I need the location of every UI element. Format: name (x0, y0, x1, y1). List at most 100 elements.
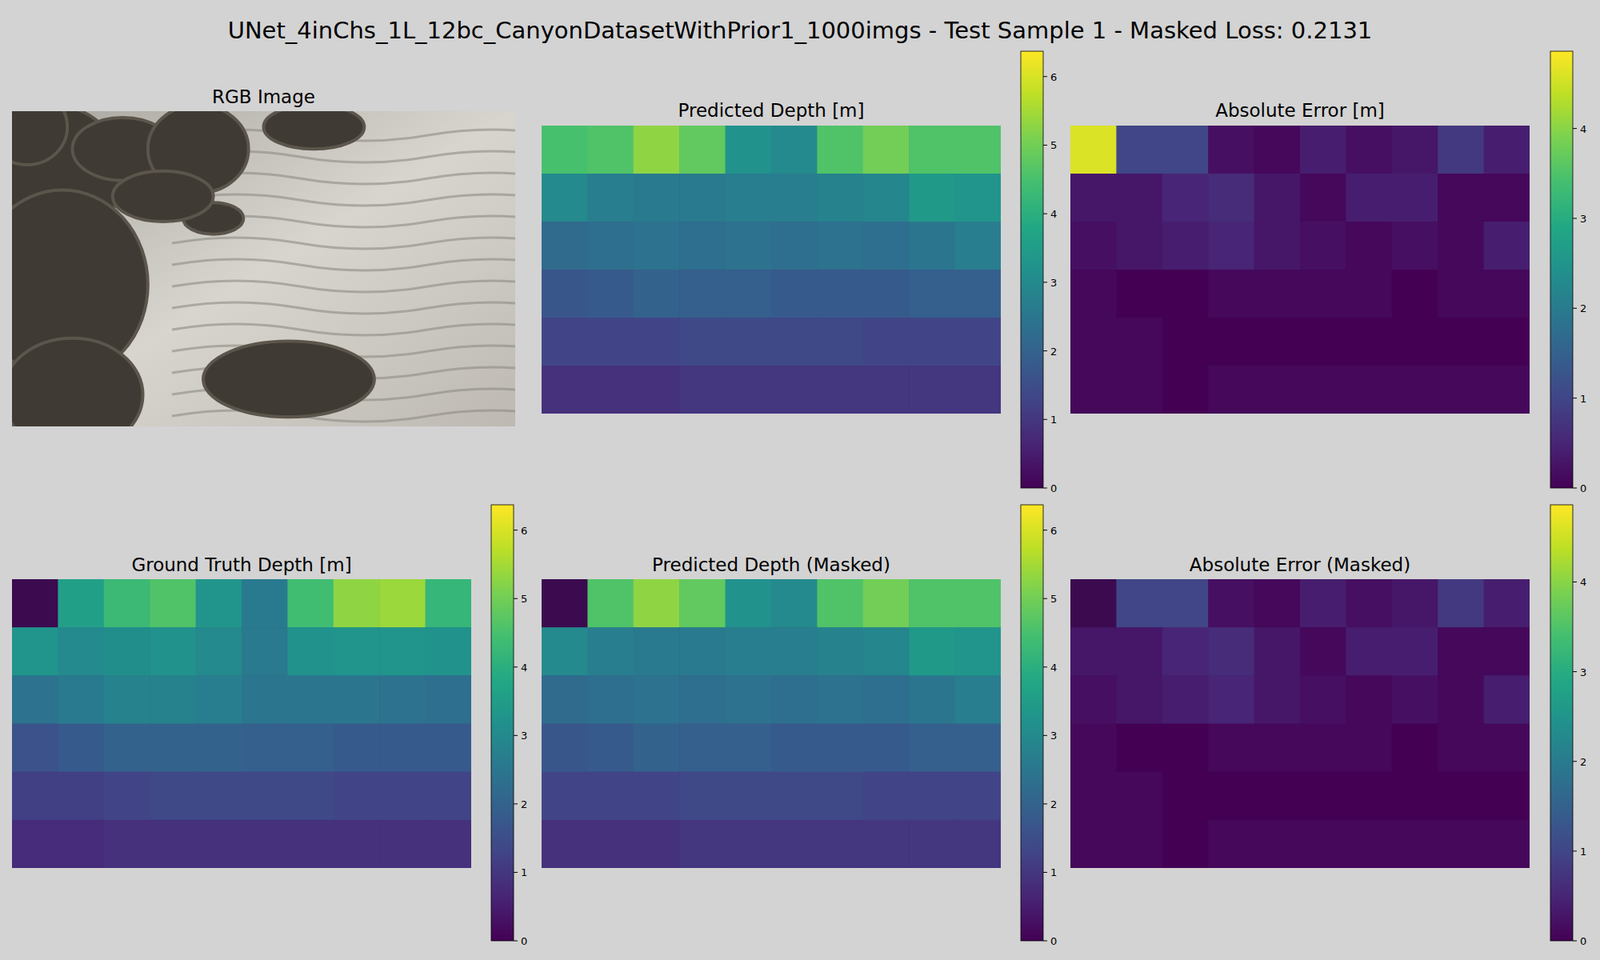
heat-cell (57, 724, 104, 773)
heat-cell (771, 221, 818, 271)
heat-cell (541, 772, 588, 821)
heat-cell (633, 173, 680, 223)
ripple (172, 237, 516, 249)
heat-cell (1208, 627, 1255, 676)
heat-cell (1300, 772, 1347, 821)
ripple (172, 324, 516, 336)
heat-cell (908, 269, 956, 319)
heat-cell (725, 125, 772, 175)
colorbar-tick-label: 3 (1050, 276, 1057, 289)
heat-cell (587, 772, 634, 821)
heat-cell (287, 579, 334, 628)
ripple (172, 280, 516, 292)
heat-cell (1162, 724, 1209, 773)
heat-cell (1208, 724, 1255, 773)
heat-cell (1208, 269, 1255, 319)
heat-cell (104, 724, 151, 773)
colorbar-tick (1572, 850, 1577, 852)
ripple (172, 410, 516, 422)
heat-cell (1070, 125, 1117, 175)
heat-cell (1300, 820, 1347, 868)
heat-cell (541, 173, 588, 223)
heat-cell (1484, 772, 1530, 821)
heat-cell (863, 173, 910, 223)
panel: Absolute Error [m]01234 (1070, 51, 1587, 495)
colorbar-tick (513, 940, 518, 942)
heat-cell (1162, 579, 1209, 628)
colorbar-tick (1043, 529, 1048, 531)
heat-cell (241, 820, 288, 868)
heat-cell (1070, 269, 1117, 319)
colorbar-tick-label: 1 (1580, 845, 1587, 858)
heat-cell (725, 269, 772, 319)
heat-cell (1484, 221, 1530, 271)
heat-cell (679, 820, 726, 868)
colorbar-tick-label: 4 (1050, 208, 1057, 220)
panel-title: Predicted Depth [m] (678, 100, 865, 121)
heat-cell (104, 627, 151, 676)
heat-cell (1254, 579, 1301, 628)
heat-cell (425, 675, 472, 724)
heat-cell (1116, 221, 1163, 271)
heat-cell (104, 820, 151, 868)
panel-title: Absolute Error (Masked) (1189, 554, 1411, 576)
heat-cell (1254, 317, 1301, 367)
heat-cell (1392, 627, 1439, 676)
heat-cell (12, 724, 59, 773)
colorbar-tick-label: 3 (520, 729, 528, 742)
heat-cell (1345, 173, 1392, 223)
heat-cell (1345, 317, 1392, 367)
heat-cell (1070, 221, 1117, 271)
plot-background (1070, 579, 1530, 868)
heat-cell (955, 125, 1001, 175)
ripple (172, 259, 516, 271)
heat-cell (1300, 221, 1347, 271)
heat-cell (633, 125, 680, 175)
heat-cell (955, 221, 1001, 271)
colorbar-tick-label: 6 (1050, 524, 1057, 537)
colorbar-tick-label: 4 (520, 661, 528, 674)
heat-cell (771, 317, 818, 367)
heat-cell (908, 125, 956, 175)
heat-cell (633, 221, 680, 271)
heat-cell (1300, 125, 1347, 175)
heat-cell (1116, 125, 1163, 175)
heat-cell (679, 675, 726, 724)
heat-cell (771, 365, 818, 414)
heat-cell (379, 820, 426, 868)
heat-cell (1484, 820, 1530, 868)
heat-cell (1254, 269, 1301, 319)
heat-cell (241, 675, 288, 724)
heat-cell (587, 724, 634, 773)
heat-cell (1345, 627, 1392, 676)
heat-cell (333, 579, 380, 628)
heat-cell (196, 675, 243, 724)
heat-cell (1254, 820, 1301, 868)
heat-cell (425, 772, 472, 821)
colorbar-tick (1043, 940, 1048, 942)
heat-cell (863, 820, 910, 868)
colorbar-tick-label: 3 (1050, 729, 1057, 742)
heat-cell (908, 724, 956, 773)
heat-cell (541, 221, 588, 271)
colorbar-tick (1043, 735, 1048, 736)
heat-cell (333, 675, 380, 724)
heat-cell (863, 269, 910, 319)
heat-cell (955, 772, 1001, 821)
colorbar-tick (1043, 350, 1048, 352)
heat-cell (1437, 675, 1484, 724)
heat-cell (908, 675, 956, 724)
heat-cell (1116, 772, 1163, 821)
heat-cell (1484, 173, 1530, 223)
colorbar-tick (1043, 872, 1048, 873)
heat-cell (725, 365, 772, 414)
heat-cell (633, 627, 680, 676)
colorbar-tick (1043, 281, 1048, 283)
heat-cell (1345, 221, 1392, 271)
colorbar-tick-label: 1 (1580, 392, 1587, 405)
heat-cell (1208, 221, 1255, 271)
heat-cell (425, 724, 472, 773)
panel: Ground Truth Depth [m]0123456 (12, 504, 528, 948)
heat-cell (425, 579, 472, 628)
heat-cell (1437, 820, 1484, 868)
